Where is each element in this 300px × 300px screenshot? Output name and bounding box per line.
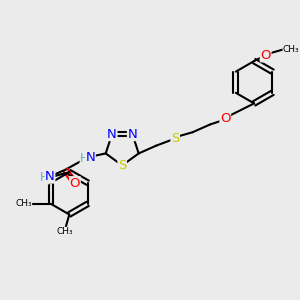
Text: S: S [171, 131, 179, 145]
Text: N: N [45, 170, 55, 183]
Text: N: N [128, 128, 137, 141]
Text: O: O [260, 49, 271, 62]
Text: CH₃: CH₃ [283, 45, 300, 54]
Text: O: O [220, 112, 230, 125]
Text: O: O [70, 177, 80, 190]
Text: S: S [118, 159, 126, 172]
Text: H: H [80, 152, 89, 165]
Text: CH₃: CH₃ [15, 200, 32, 208]
Text: N: N [85, 151, 95, 164]
Text: H: H [40, 171, 49, 184]
Text: CH₃: CH₃ [56, 227, 73, 236]
Text: N: N [107, 128, 117, 141]
